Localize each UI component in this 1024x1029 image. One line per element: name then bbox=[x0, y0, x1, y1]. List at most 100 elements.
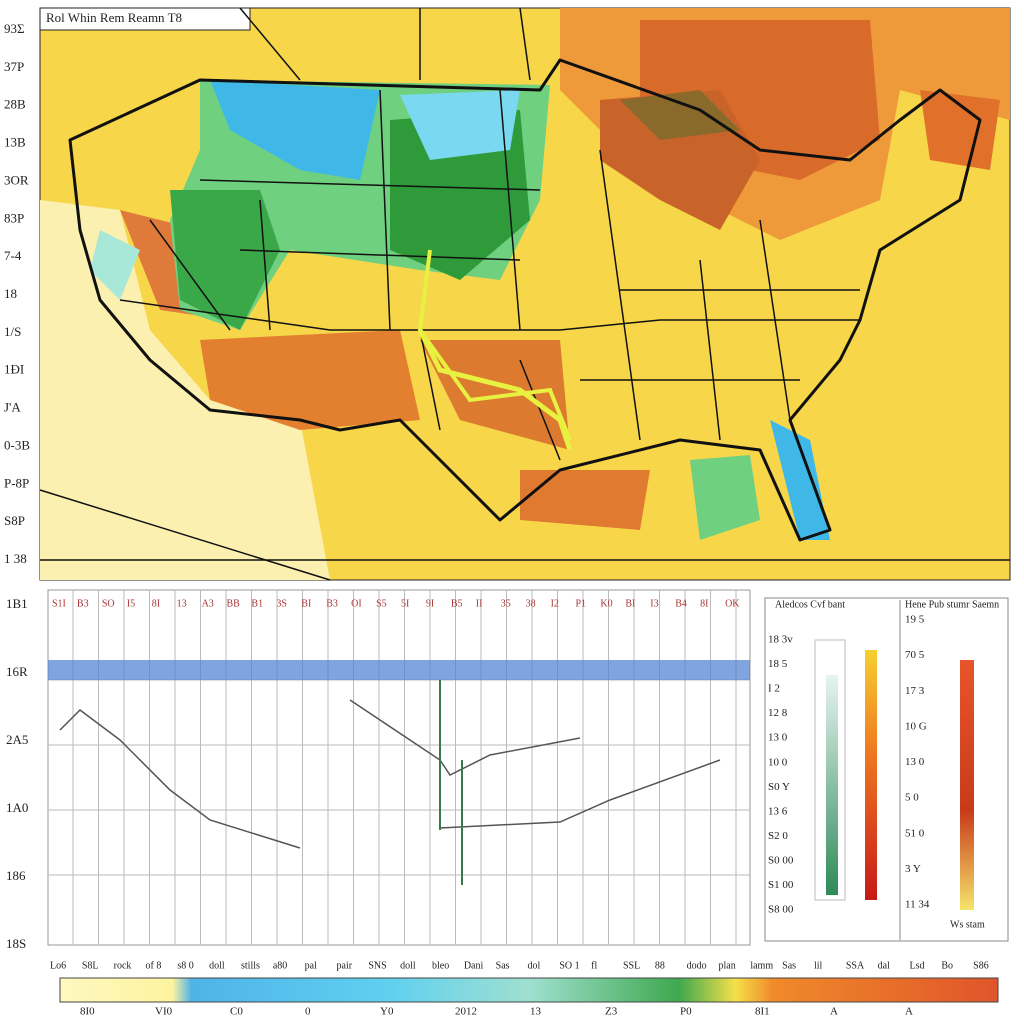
map-axis-label: 7-4 bbox=[4, 248, 22, 263]
map-axis-label: S8P bbox=[4, 513, 25, 528]
panel-bottom-label: lamm bbox=[750, 960, 773, 971]
panel-top-label: S5 bbox=[376, 598, 387, 609]
legend-label: S2 0 bbox=[768, 830, 788, 842]
legend-label: 10 0 bbox=[768, 756, 788, 768]
legend-label: 18 5 bbox=[768, 658, 788, 670]
scale-label: A bbox=[905, 1006, 913, 1018]
map-axis-label: 1ĐI bbox=[4, 362, 24, 377]
scale-label: C0 bbox=[230, 1006, 243, 1018]
panel-top-label: SO bbox=[102, 598, 115, 609]
map-axis-label: 1 38 bbox=[4, 551, 27, 566]
map-axis-label: 28B bbox=[4, 97, 26, 112]
map-axis-label: 18 bbox=[4, 286, 17, 301]
panel-top-label: B4 bbox=[675, 598, 687, 609]
scale-label: 13 bbox=[530, 1006, 542, 1018]
legend-label: 12 8 bbox=[768, 707, 788, 719]
scale-label: 0 bbox=[305, 1006, 311, 1018]
panel-top-label: 3S bbox=[276, 598, 287, 609]
map-axis-label: 3OR bbox=[4, 172, 29, 187]
scale-label: Z3 bbox=[605, 1006, 618, 1018]
panel-bottom-label: pal bbox=[305, 960, 317, 971]
panel-top-label: 8I bbox=[152, 598, 160, 609]
map-axis-label: 1/S bbox=[4, 324, 21, 339]
panel-bottom-label: S8L bbox=[82, 960, 99, 971]
panel-bottom-label: SSL bbox=[623, 960, 640, 971]
legend-title: Hene Pub stumr Saemn bbox=[905, 599, 999, 610]
legend-label: 19 5 bbox=[905, 614, 925, 626]
panel-top-label: 13 bbox=[177, 598, 187, 609]
legend-label: 10 G bbox=[905, 720, 927, 732]
panel-bottom-label: Lo6 bbox=[50, 960, 66, 971]
panel-bottom-label: doll bbox=[400, 960, 416, 971]
panel-top-label: OK bbox=[725, 598, 740, 609]
panel-bottom-label: stills bbox=[241, 960, 260, 971]
panel-bottom-label: SSA bbox=[846, 960, 865, 971]
scale-label: 8I0 bbox=[80, 1006, 95, 1018]
panel-top-label: S1I bbox=[52, 598, 66, 609]
panel-bottom-label: dol bbox=[528, 960, 541, 971]
panel-axis-label: 16R bbox=[6, 664, 28, 679]
scale-label: 2012 bbox=[455, 1006, 477, 1018]
map-axis-label: 93Σ bbox=[4, 21, 25, 36]
panel-bottom-label: lil bbox=[814, 960, 823, 971]
map-axis-label: P-8P bbox=[4, 475, 29, 490]
panel-top-label: 9I bbox=[426, 598, 434, 609]
panel-top-label: 5I bbox=[401, 598, 409, 609]
panel-axis-label: 1A0 bbox=[6, 800, 28, 815]
panel-bottom-label: Lsd bbox=[910, 960, 925, 971]
legend-label: 13 0 bbox=[768, 732, 788, 744]
legend-label: 5 0 bbox=[905, 792, 919, 804]
panel-axis-label: 1B1 bbox=[6, 596, 28, 611]
legend-label: S1 00 bbox=[768, 879, 794, 891]
map-axis-label: J'A bbox=[4, 400, 21, 415]
scale-label: A bbox=[830, 1006, 838, 1018]
legend-label: 51 0 bbox=[905, 827, 925, 839]
panel-bottom-label: a80 bbox=[273, 960, 287, 971]
legend-label: 3 Y bbox=[905, 863, 921, 875]
panel-bottom-label: s8 0 bbox=[177, 960, 193, 971]
legend-label: 18 3v bbox=[768, 634, 793, 646]
panel-bottom-label: Dani bbox=[464, 960, 484, 971]
legend-label: 13 0 bbox=[905, 756, 925, 768]
panel-top-label: BI bbox=[301, 598, 311, 609]
map-axis-label: 37P bbox=[4, 59, 24, 74]
panel-bottom-label: Sas bbox=[782, 960, 796, 971]
legend-label: I 2 bbox=[768, 683, 780, 695]
legend-footer: Ws stam bbox=[950, 919, 985, 930]
panel-top-label: K0 bbox=[600, 598, 612, 609]
panel-bottom-label: bleo bbox=[432, 960, 449, 971]
panel-bottom-label: dodo bbox=[687, 960, 707, 971]
scale-label: VI0 bbox=[155, 1006, 173, 1018]
panel-top-label: I5 bbox=[127, 598, 135, 609]
color-scale bbox=[59, 977, 999, 1003]
legend-label: S0 00 bbox=[768, 854, 794, 866]
panel-bottom-label: Sas bbox=[496, 960, 510, 971]
panel-top-label: 38 bbox=[526, 598, 536, 609]
panel-top-label: B5 bbox=[451, 598, 463, 609]
panel-top-label: B3 bbox=[326, 598, 338, 609]
legend-title: Aledcos Cvf bant bbox=[775, 599, 845, 610]
panel-top-label: 35 bbox=[501, 598, 511, 609]
panel-axis-label: 186 bbox=[6, 868, 26, 883]
panel-bottom-label: SNS bbox=[368, 960, 386, 971]
legend bbox=[764, 597, 1009, 942]
panel-top-label: OI bbox=[351, 598, 362, 609]
time-series-panel bbox=[47, 589, 751, 946]
panel-top-label: A3 bbox=[202, 598, 214, 609]
panel-top-label: I2 bbox=[551, 598, 559, 609]
legend-label: S8 00 bbox=[768, 904, 794, 916]
panel-bottom-label: S86 bbox=[973, 960, 989, 971]
panel-bottom-label: pair bbox=[337, 960, 353, 971]
panel-top-label: II bbox=[476, 598, 483, 609]
panel-top-label: B3 bbox=[77, 598, 89, 609]
panel-bottom-label: rock bbox=[114, 960, 132, 971]
scale-label: P0 bbox=[680, 1006, 692, 1018]
panel-bottom-label: SO 1 bbox=[559, 960, 579, 971]
panel-bottom-label: fl bbox=[591, 960, 597, 971]
map-axis-label: 83P bbox=[4, 210, 24, 225]
scale-label: Y0 bbox=[380, 1006, 394, 1018]
panel-bottom-label: plan bbox=[719, 960, 736, 971]
panel-axis-label: 2A5 bbox=[6, 732, 28, 747]
panel-top-label: B1 bbox=[251, 598, 263, 609]
